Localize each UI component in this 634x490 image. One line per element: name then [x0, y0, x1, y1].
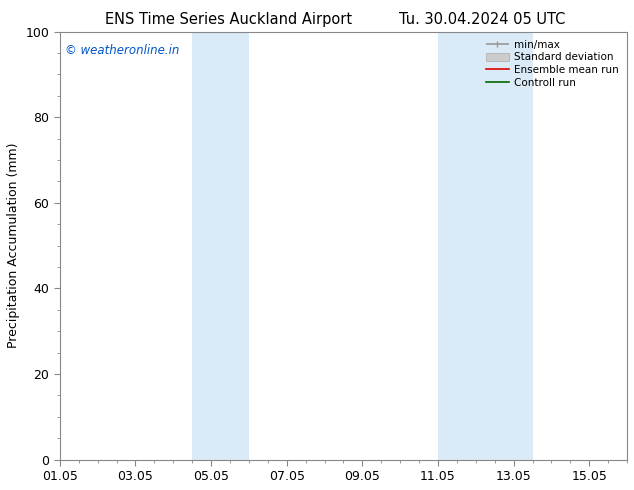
- Y-axis label: Precipitation Accumulation (mm): Precipitation Accumulation (mm): [7, 143, 20, 348]
- Bar: [192, 31, 249, 460]
- Bar: [438, 31, 533, 460]
- Text: ENS Time Series Auckland Airport: ENS Time Series Auckland Airport: [105, 12, 352, 27]
- Legend: min/max, Standard deviation, Ensemble mean run, Controll run: min/max, Standard deviation, Ensemble me…: [482, 37, 622, 91]
- Text: Tu. 30.04.2024 05 UTC: Tu. 30.04.2024 05 UTC: [399, 12, 565, 27]
- Text: © weatheronline.in: © weatheronline.in: [65, 45, 180, 57]
